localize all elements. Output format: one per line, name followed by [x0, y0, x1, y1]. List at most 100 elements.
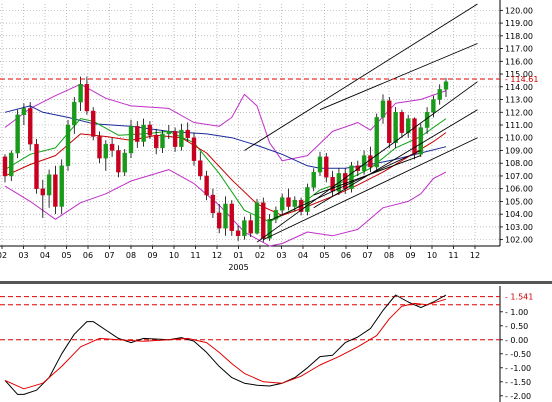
month-tick-label: 08: [126, 251, 136, 260]
macd-panel: - 1.00 - 0.50 - 0.00 - -0.50 - -1.00 - -1.50 -…: [0, 281, 552, 402]
candle-up: [9, 152, 14, 177]
candle-down: [204, 175, 209, 196]
candle-down: [84, 84, 90, 112]
month-tick-label: 03: [18, 251, 28, 260]
month-tick-label: 07: [104, 251, 114, 260]
trendline: [256, 81, 478, 243]
month-tick-label: 04: [298, 251, 308, 260]
price-tick-label: 115.00: [505, 70, 533, 79]
candle-up: [103, 143, 109, 159]
candle-down: [109, 143, 115, 151]
candle-up: [406, 118, 411, 133]
candle-up: [374, 117, 379, 168]
price-tick-label: 104.00: [505, 210, 533, 219]
month-tick-label: 05: [61, 251, 71, 260]
candle-down: [387, 100, 392, 144]
candle-up: [128, 126, 134, 154]
trendline: [313, 109, 478, 209]
candle-up: [292, 199, 297, 207]
candle-up: [242, 220, 247, 237]
candle-down: [330, 177, 335, 192]
price-tick-label: 119.00: [505, 19, 533, 28]
candle-down: [248, 220, 253, 234]
trendline: [269, 150, 421, 221]
month-tick-label: 11: [190, 251, 200, 260]
candle-up: [65, 124, 71, 166]
candle-up: [349, 165, 354, 189]
trendline: [244, 3, 478, 151]
price-tick-label: 117.00: [505, 45, 533, 54]
candle-up: [311, 171, 316, 188]
candle-down: [261, 202, 266, 239]
price-tick-label: 120.00: [505, 6, 533, 15]
price-tick-label: 106.00: [505, 185, 533, 194]
candle-up: [418, 127, 423, 155]
candle-down: [147, 124, 153, 136]
candle-up: [273, 210, 279, 220]
price-tick-label: 102.00: [505, 236, 533, 245]
mid_ma-line: [4, 132, 447, 216]
candle-down: [412, 118, 417, 155]
candle-down: [97, 136, 102, 159]
candle-up: [72, 101, 77, 126]
candle-up: [122, 152, 127, 173]
candle-up: [305, 187, 310, 212]
candle-down: [368, 155, 373, 168]
month-tick-label: 10: [427, 251, 437, 260]
month-tick-label: 04: [40, 251, 50, 260]
macd-tick-label: - 0.00: [505, 336, 528, 345]
price-tick-label: 105.00: [505, 197, 533, 206]
macd-line: [4, 294, 447, 395]
candle-down: [28, 108, 33, 145]
price-tick-label: 107.00: [505, 172, 533, 181]
month-tick-label: 09: [405, 251, 415, 260]
candle-up: [59, 165, 64, 207]
candle-down: [286, 197, 291, 207]
price-tick-label: 110.00: [505, 134, 533, 143]
candle-up: [166, 131, 172, 135]
candle-up: [223, 203, 228, 229]
candle-up: [380, 100, 386, 118]
trendline: [263, 137, 478, 241]
candle-up: [267, 219, 272, 239]
candle-down: [2, 156, 8, 177]
candle-down: [116, 150, 121, 173]
price-tick-label: 118.00: [505, 32, 533, 41]
candle-down: [198, 160, 203, 177]
macd-tick-label: - 0.50: [505, 322, 528, 331]
candle-down: [399, 112, 405, 133]
macd-tick-label: - 1.00: [505, 308, 528, 317]
candle-up: [78, 84, 83, 103]
price-tick-label: 116.00: [505, 57, 533, 66]
candle-up: [15, 114, 20, 154]
candle-down: [229, 203, 235, 231]
candle-down: [235, 230, 241, 237]
candle-down: [135, 126, 140, 142]
price-tick-label: 108.00: [505, 159, 533, 168]
macd-last-value-label: - 1.541: [505, 293, 533, 302]
month-tick-label: 10: [169, 251, 179, 260]
month-tick-label: 02: [255, 251, 265, 260]
month-tick-label: 07: [362, 251, 372, 260]
candle-up: [21, 108, 27, 116]
trendline: [319, 43, 478, 111]
year-label: 2005: [228, 263, 248, 272]
price-panel: 102.00 103.00 104.00 105.00 106.00 107.00 108.…: [0, 0, 538, 272]
price-tick-label: 114.00: [505, 83, 533, 92]
panel-divider: [0, 281, 552, 284]
month-tick-label: 03: [276, 251, 286, 260]
month-tick-label: 01: [233, 251, 243, 260]
candle-down: [324, 156, 329, 178]
month-tick-label: 02: [0, 251, 7, 260]
month-tick-label: 11: [448, 251, 458, 260]
candle-up: [437, 89, 442, 100]
month-tick-label: 08: [384, 251, 394, 260]
price-tick-label: 113.00: [505, 96, 533, 105]
bollinger-line: [4, 169, 447, 247]
candle-up: [254, 202, 260, 234]
candle-up: [431, 99, 436, 113]
candle-up: [141, 124, 146, 142]
month-tick-label: 05: [319, 251, 329, 260]
candle-down: [40, 188, 45, 196]
